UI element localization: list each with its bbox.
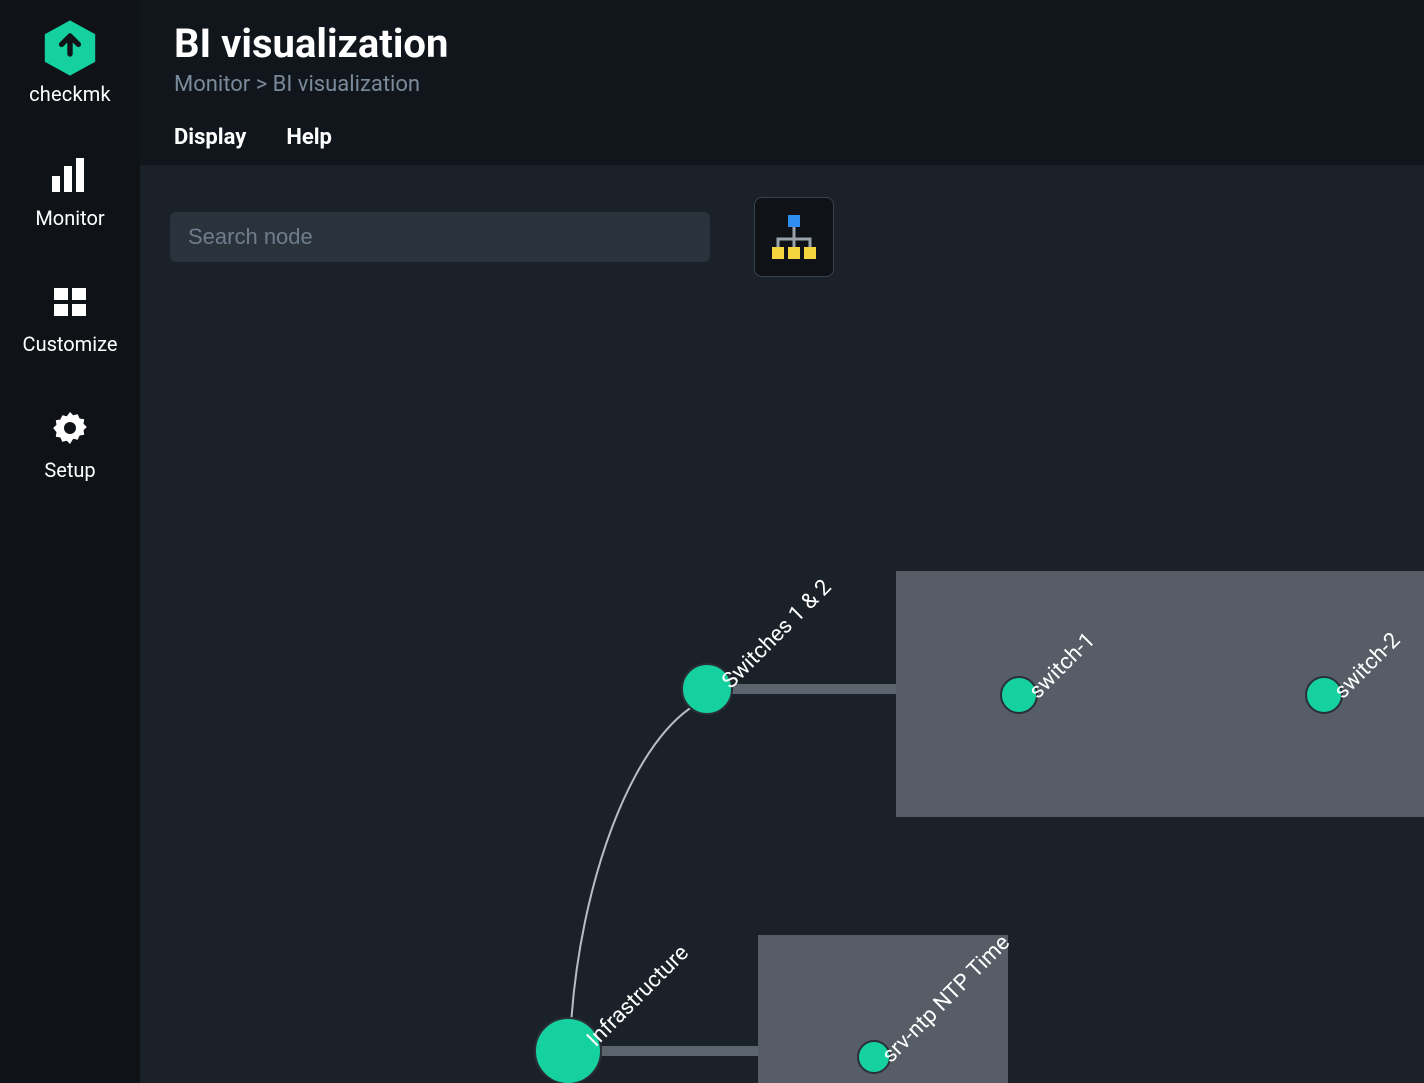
app-root: checkmk Monitor Customize: [0, 0, 1424, 1083]
sidebar-item-customize[interactable]: Customize: [0, 274, 140, 362]
menubar: Display Help: [140, 107, 1424, 165]
monitor-icon: [48, 154, 92, 198]
sidebar-item-label: Customize: [23, 332, 118, 356]
breadcrumb: Monitor > BI visualization: [174, 72, 1390, 97]
sidebar-item-label: Setup: [44, 458, 95, 482]
gear-icon: [48, 406, 92, 450]
page-title: BI visualization: [174, 22, 1390, 66]
sidebar-item-setup[interactable]: Setup: [0, 400, 140, 488]
content-area: Infrastructure Switches 1 & 2 switch-1 s…: [140, 165, 1424, 1083]
main: BI visualization Monitor > BI visualizat…: [140, 0, 1424, 1083]
menu-display[interactable]: Display: [174, 125, 246, 150]
edge-infra-to-switches: [571, 705, 695, 1025]
sidebar: checkmk Monitor Customize: [0, 0, 140, 1083]
menu-help[interactable]: Help: [286, 125, 332, 150]
page-header: BI visualization Monitor > BI visualizat…: [140, 0, 1424, 107]
sidebar-item-label: Monitor: [35, 206, 104, 230]
brand-name: checkmk: [29, 82, 111, 106]
bi-diagram: Infrastructure Switches 1 & 2 switch-1 s…: [140, 165, 1424, 1083]
customize-icon: [48, 280, 92, 324]
brand-logo[interactable]: checkmk: [29, 18, 111, 106]
sidebar-item-monitor[interactable]: Monitor: [0, 148, 140, 236]
logo-hexagon-icon: [40, 18, 100, 78]
